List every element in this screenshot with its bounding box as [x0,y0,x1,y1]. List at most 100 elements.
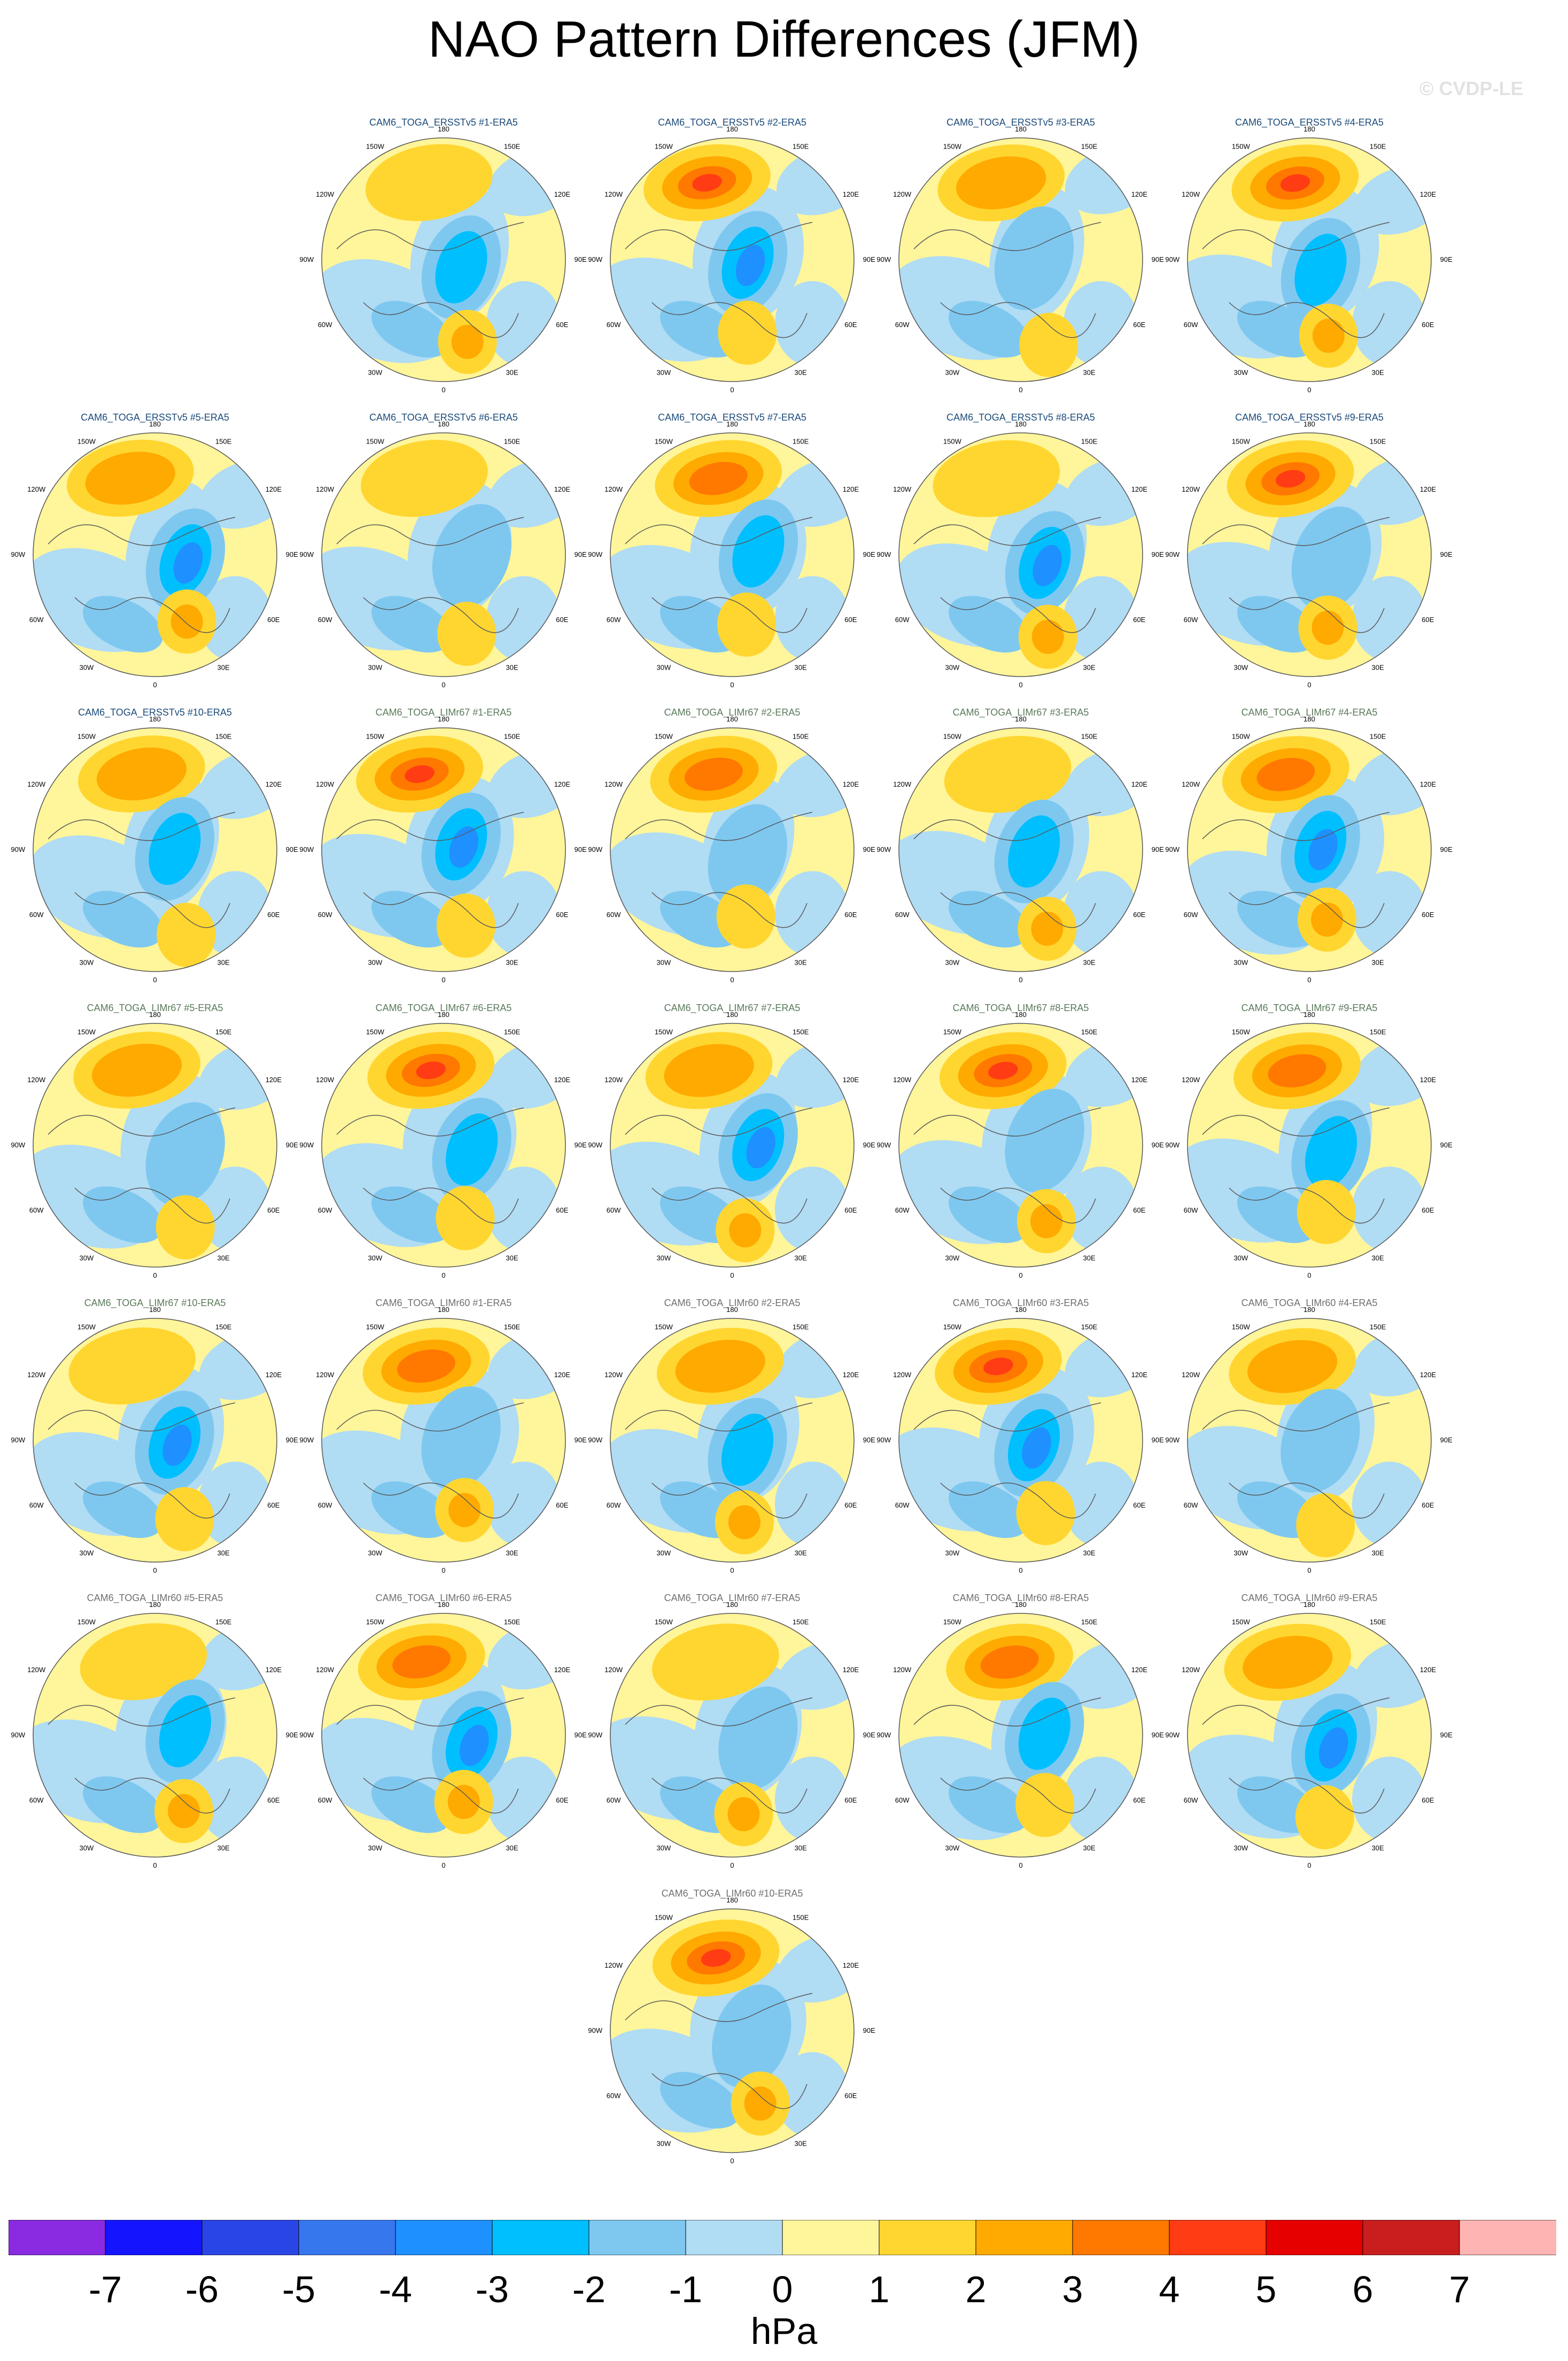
longitude-label: 150E [215,1323,232,1331]
longitude-label: 150E [1370,438,1386,446]
longitude-label: 90E [1152,1141,1164,1149]
map-field [322,728,565,972]
longitude-label: 90E [863,550,875,558]
longitude-label: 150W [77,1323,96,1331]
longitude-label: 0 [1019,1861,1022,1869]
longitude-label: 30W [945,663,960,671]
map-panel: CAM6_TOGA_LIMr67 #5-ERA5 180 150E 120E 90E 60… [11,1002,298,1279]
longitude-label: 90E [575,255,587,263]
map-field [33,1318,277,1562]
longitude-label: 30W [945,368,960,376]
polar-map: 180 150E 120E 90E 60E 30E 0 30W 60W 90W 120W 150W [1165,1306,1453,1574]
longitude-label: 60E [1133,616,1145,624]
longitude-label: 90W [1165,1731,1179,1739]
longitude-label: 90W [11,1436,25,1444]
longitude-label: 60E [1133,1206,1145,1214]
longitude-label: 150E [793,1914,809,1922]
map-panel: CAM6_TOGA_LIMr60 #7-ERA5 180 150E 120E 90E 60… [588,1592,875,1869]
longitude-label: 60W [895,321,910,329]
map-field [322,1318,565,1562]
longitude-label: 90W [876,255,891,263]
longitude-label: 90W [11,1731,25,1739]
longitude-label: 150E [793,733,809,741]
longitude-label: 30E [795,1549,807,1557]
longitude-label: 150W [1232,1028,1251,1036]
longitude-label: 120E [554,1076,571,1084]
longitude-label: 180 [1015,715,1027,723]
map-panel: CAM6_TOGA_LIMr60 #3-ERA5 180 150E 120E 90E 60… [876,1297,1164,1574]
longitude-label: 150W [1232,438,1251,446]
longitude-label: 30E [218,1254,230,1262]
longitude-label: 30E [218,663,230,671]
longitude-label: 120E [1131,190,1148,198]
longitude-label: 120E [554,1666,571,1674]
longitude-label: 60E [844,2092,857,2100]
longitude-label: 120W [604,780,623,788]
longitude-label: 60W [607,616,621,624]
colorbar-swatch [782,2220,880,2255]
longitude-label: 60E [267,1501,280,1509]
longitude-label: 180 [149,1011,161,1019]
longitude-label: 0 [441,386,445,394]
map-boundary [898,1023,1143,1268]
longitude-label: 90W [876,1731,891,1739]
panel-title: CAM6_TOGA_LIMr60 #4-ERA5 [1241,1298,1378,1308]
longitude-label: 180 [1303,1011,1315,1019]
longitude-label: 0 [1019,681,1022,689]
colorbar-tick: -3 [475,2269,509,2310]
longitude-label: 150W [366,733,385,741]
longitude-label: 120W [893,190,912,198]
longitude-label: 30E [1083,368,1096,376]
longitude-label: 180 [1015,1601,1027,1609]
longitude-label: 0 [730,681,734,689]
map-boundary [33,1023,277,1268]
longitude-label: 90W [876,845,891,853]
longitude-label: 150W [1232,1618,1251,1626]
colorbar-swatch [588,2220,686,2255]
longitude-label: 150E [215,1028,232,1036]
longitude-label: 0 [1307,1271,1311,1279]
longitude-label: 60W [895,616,910,624]
longitude-label: 150E [215,1618,232,1626]
watermark: © CVDP-LE [1419,77,1524,99]
colorbar-swatch [975,2220,1073,2255]
polar-map: 180 150E 120E 90E 60E 30E 0 30W 60W 90W 120W 150W [588,715,875,984]
map-boundary [33,1613,277,1858]
longitude-label: 150E [504,1618,521,1626]
colorbar-tick: -1 [669,2269,703,2310]
polar-map: 180 150E 120E 90E 60E 30E 0 30W 60W 90W 120W 150W [11,1306,298,1574]
longitude-label: 60W [29,1796,44,1804]
longitude-label: 0 [1307,976,1311,984]
map-panel: CAM6_TOGA_LIMr67 #9-ERA5 180 150E 120E 90E 60… [1165,1002,1453,1279]
longitude-label: 60W [1184,616,1198,624]
longitude-label: 60W [29,1501,44,1509]
longitude-label: 30W [657,663,671,671]
panel-title: CAM6_TOGA_LIMr60 #2-ERA5 [664,1298,801,1308]
longitude-label: 60W [29,911,44,919]
longitude-label: 180 [726,125,738,133]
longitude-label: 60W [1184,1501,1198,1509]
longitude-label: 180 [1303,1601,1315,1609]
figure-title: NAO Pattern Differences (JFM) [428,11,1140,68]
colorbar-tick: -2 [572,2269,606,2310]
panel-title: CAM6_TOGA_LIMr60 #9-ERA5 [1241,1593,1378,1603]
colorbar-swatch [201,2220,299,2255]
map-boundary [610,1908,855,2153]
longitude-label: 30W [368,958,383,966]
longitude-label: 90E [575,550,587,558]
longitude-label: 180 [1303,420,1315,428]
longitude-label: 90W [1165,1436,1179,1444]
panel-title: CAM6_TOGA_LIMr67 #8-ERA5 [952,1003,1089,1013]
longitude-label: 150E [1370,1323,1386,1331]
longitude-label: 180 [1015,125,1027,133]
longitude-label: 120W [27,780,46,788]
longitude-label: 120E [1131,485,1148,493]
longitude-label: 150E [504,438,521,446]
polar-map: 180 150E 120E 90E 60E 30E 0 30W 60W 90W 120W 150W [1165,125,1453,394]
longitude-label: 180 [726,1601,738,1609]
map-panel: CAM6_TOGA_ERSSTv5 #8-ERA5 180 150E 120E 90E 6… [876,411,1164,689]
longitude-label: 120W [893,1076,912,1084]
colorbar-tick: -5 [282,2269,316,2310]
longitude-label: 120E [1131,1371,1148,1379]
longitude-label: 120E [1420,485,1437,493]
